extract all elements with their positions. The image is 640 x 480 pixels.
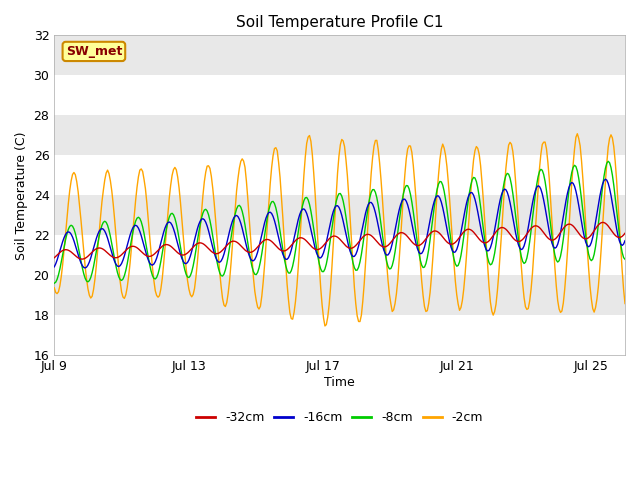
Bar (54, 156, 625, 195)
Legend: -32cm, -16cm, -8cm, -2cm: -32cm, -16cm, -8cm, -2cm (191, 406, 488, 429)
Bar (54, 75, 625, 115)
X-axis label: Time: Time (324, 376, 355, 389)
Bar (54, 235, 625, 275)
Y-axis label: Soil Temperature (C): Soil Temperature (C) (15, 131, 28, 260)
Title: Soil Temperature Profile C1: Soil Temperature Profile C1 (236, 15, 444, 30)
Text: SW_met: SW_met (66, 45, 122, 58)
Bar (54, 315, 625, 355)
